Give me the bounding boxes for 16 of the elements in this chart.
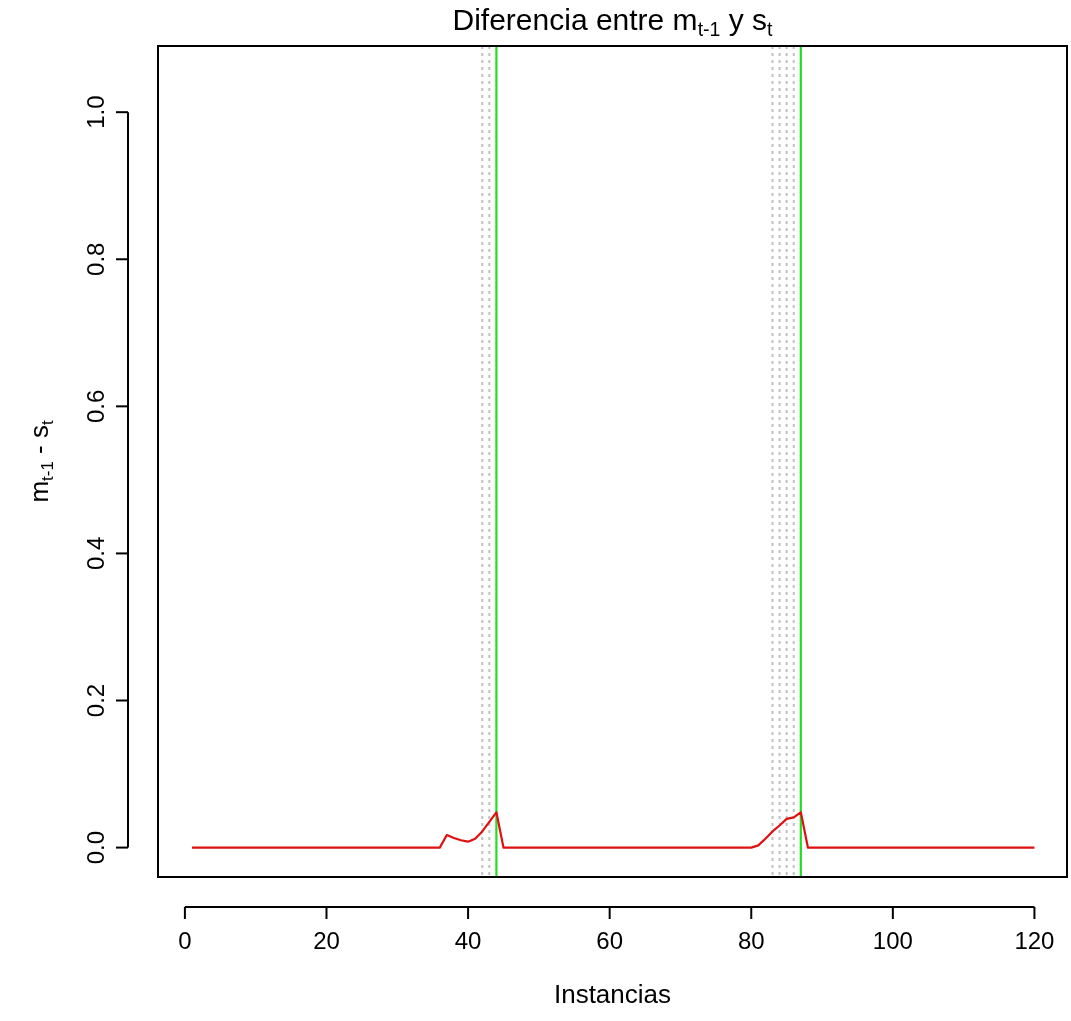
x-tick-label: 80 xyxy=(737,927,765,954)
x-tick-label: 60 xyxy=(596,927,624,954)
x-tick-label: 0 xyxy=(178,927,192,954)
x-tick-label: 100 xyxy=(872,927,913,954)
x-tick-label: 20 xyxy=(313,927,340,954)
y-tick-label: 1.0 xyxy=(82,95,109,129)
y-tick-label: 0.0 xyxy=(82,830,109,865)
y-tick-label: 0.2 xyxy=(82,683,109,718)
line-series xyxy=(190,811,1036,849)
y-tick-label: 0.4 xyxy=(82,536,109,571)
x-axis-title: Instancias xyxy=(553,979,672,1009)
y-tick-label: 0.6 xyxy=(82,389,109,424)
x-tick-label: 120 xyxy=(1014,927,1055,954)
y-tick-label: 0.8 xyxy=(82,242,109,276)
chart-title: Diferencia entre m$_{t-1}$ y s$_{t}$ xyxy=(452,3,774,40)
x-tick-label: 40 xyxy=(454,927,482,954)
